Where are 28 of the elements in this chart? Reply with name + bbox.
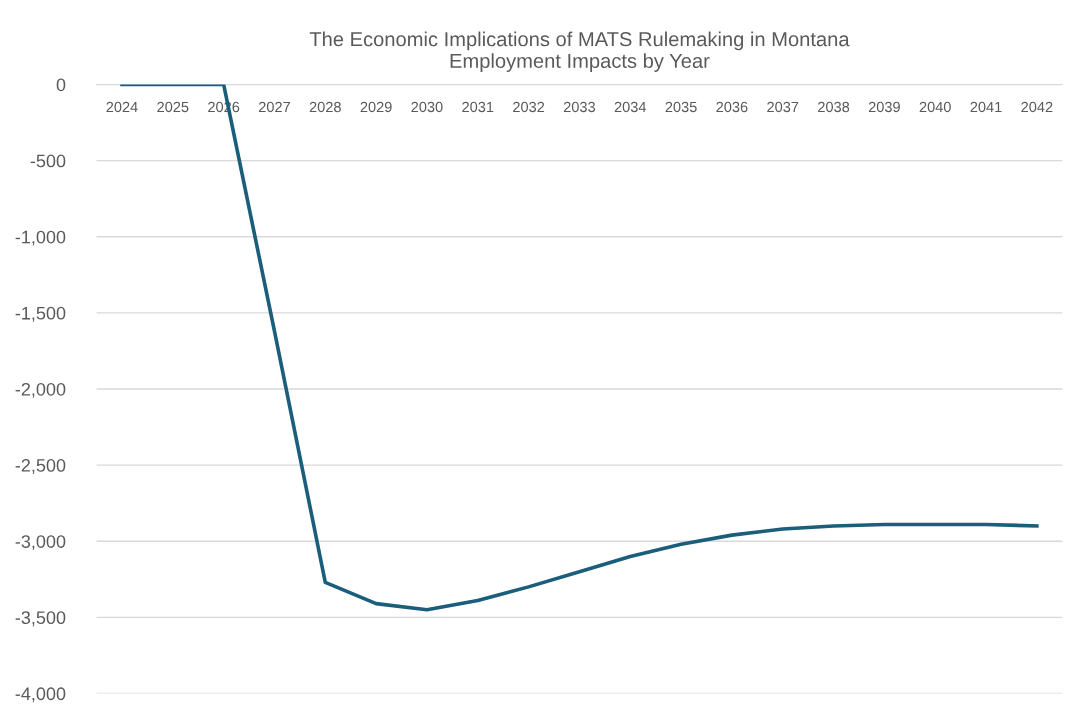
y-tick-label: -2,500 xyxy=(15,459,66,474)
y-tick-label: -3,500 xyxy=(15,611,66,627)
x-tick-label: 2036 xyxy=(716,101,748,113)
x-tick-label: 2033 xyxy=(563,101,595,113)
x-tick-label: 2037 xyxy=(767,101,799,113)
x-tick-label: 2025 xyxy=(157,101,189,113)
y-tick-label: 0 xyxy=(56,78,66,92)
y-tick-label: -1,500 xyxy=(15,306,66,322)
y-tick-label: -3,000 xyxy=(15,535,66,551)
y-tick-label: -500 xyxy=(30,154,66,168)
x-tick-label: 2040 xyxy=(919,101,951,113)
x-tick-label: 2032 xyxy=(513,101,545,113)
x-tick-label: 2024 xyxy=(106,101,138,113)
x-tick-label: 2042 xyxy=(1021,101,1053,113)
y-tick-label: -4,000 xyxy=(15,687,66,703)
y-tick-label: -2,000 xyxy=(15,382,66,398)
x-tick-label: 2027 xyxy=(258,101,290,113)
x-tick-label: 2029 xyxy=(360,101,392,113)
x-tick-label: 2030 xyxy=(411,101,443,113)
chart-title: The Economic Implications of MATS Rulemaking in Montana Employment Impacts by Year xyxy=(309,31,850,72)
y-tick-label: -1,000 xyxy=(15,230,66,246)
x-tick-label: 2028 xyxy=(309,101,341,113)
x-tick-label: 2031 xyxy=(462,101,494,113)
x-tick-label: 2038 xyxy=(818,101,850,113)
x-tick-label: 2039 xyxy=(868,101,900,113)
x-tick-label: 2035 xyxy=(665,101,697,113)
x-tick-label: 2034 xyxy=(614,101,647,113)
x-tick-label: 2041 xyxy=(970,101,1002,113)
